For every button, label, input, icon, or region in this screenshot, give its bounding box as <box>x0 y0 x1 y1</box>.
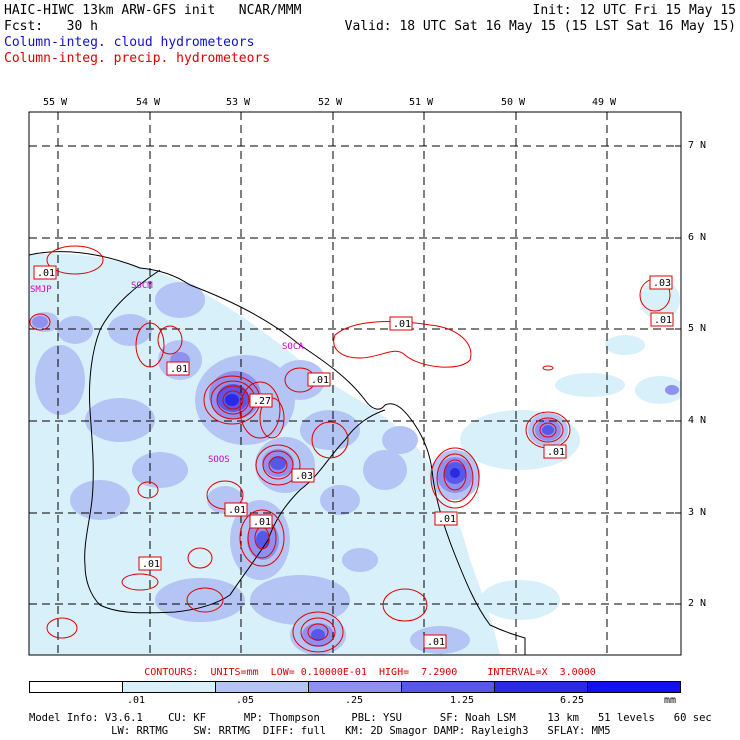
contour-label: .03 <box>649 275 673 290</box>
forecast-hour: Fcst: 30 h <box>4 19 98 34</box>
contour-label: .01 <box>389 316 413 331</box>
lon-label-50w: 50 W <box>501 97 526 108</box>
contour-label: .01 <box>166 361 190 376</box>
precip-contours <box>29 245 671 653</box>
figure-title: HAIC-HIWC 13km ARW-GFS init NCAR/MMM <box>4 3 302 18</box>
lat-label-6n: 6 N <box>688 232 707 243</box>
lat-label-4n: 4 N <box>688 415 707 426</box>
svg-text:.01: .01 <box>170 364 188 375</box>
contour-label: .01 <box>650 312 674 327</box>
lat-label-7n: 7 N <box>688 140 707 151</box>
contour-label: .01 <box>307 372 331 387</box>
colorbar <box>29 681 681 693</box>
colorbar-tick-label: 6.25 <box>560 695 585 706</box>
station-soos: SOOS <box>208 455 230 465</box>
legend-precip-hydrometeors: Column-integ. precip. hydrometeors <box>4 51 271 66</box>
lon-label-49w: 49 W <box>592 97 617 108</box>
contour-label: .01 <box>423 634 447 649</box>
svg-text:.01: .01 <box>253 517 271 528</box>
svg-text:.27: .27 <box>253 396 271 407</box>
colorbar-segment <box>495 682 588 692</box>
svg-text:.03: .03 <box>295 471 313 482</box>
frame-ticks <box>57 112 681 605</box>
lon-label-53w: 53 W <box>226 97 251 108</box>
colorbar-tick-label: .25 <box>345 695 364 706</box>
valid-time: Valid: 18 UTC Sat 16 May 15 (15 LST Sat … <box>344 19 736 34</box>
model-info-line1: Model Info: V3.6.1 CU: KF MP: Thompson P… <box>29 712 712 724</box>
station-smjp: SMJP <box>30 285 52 295</box>
contour-label: .01 <box>224 502 248 517</box>
colorbar-units: mm <box>664 695 677 706</box>
svg-text:.01: .01 <box>393 319 411 330</box>
contour-label: .01 <box>249 514 273 529</box>
model-info-line2: LW: RRTMG SW: RRTMG DIFF: full KM: 2D Sm… <box>29 725 611 737</box>
colorbar-segment <box>588 682 680 692</box>
lon-label-54w: 54 W <box>136 97 161 108</box>
contour-label: .01 <box>543 444 567 459</box>
contour-label: .01 <box>434 511 458 526</box>
station-soca: SOCA <box>282 342 304 352</box>
svg-text:.01: .01 <box>438 514 456 525</box>
contour-labels: .01 .01 .01 .27 .01 .03 .01 .01 .01 .01 … <box>33 265 674 649</box>
lat-label-2n: 2 N <box>688 598 707 609</box>
colorbar-segment <box>402 682 495 692</box>
svg-text:.01: .01 <box>547 447 565 458</box>
colorbar-tick-label: .05 <box>236 695 255 706</box>
svg-text:.01: .01 <box>654 315 672 326</box>
svg-text:.03: .03 <box>653 278 671 289</box>
contour-label: .01 <box>33 265 57 280</box>
station-labels: SMJP SOCA SOOS SOCM <box>30 281 304 465</box>
map-frame <box>28 111 682 656</box>
lon-label-55w: 55 W <box>43 97 68 108</box>
contour-label: .03 <box>291 468 315 483</box>
contours-info: CONTOURS: UNITS=mm LOW= 0.10000E-01 HIGH… <box>144 667 596 678</box>
colorbar-segment <box>123 682 216 692</box>
svg-text:.01: .01 <box>228 505 246 516</box>
legend-cloud-hydrometeors: Column-integ. cloud hydrometeors <box>4 35 255 50</box>
colorbar-segment <box>30 682 123 692</box>
contour-label: .27 <box>249 393 273 408</box>
svg-text:.01: .01 <box>311 375 329 386</box>
colorbar-tick-label: 1.25 <box>450 695 475 706</box>
init-time: Init: 12 UTC Fri 15 May 15 <box>532 3 737 18</box>
lon-label-52w: 52 W <box>318 97 343 108</box>
lat-label-5n: 5 N <box>688 323 707 334</box>
lon-label-51w: 51 W <box>409 97 434 108</box>
svg-text:.01: .01 <box>427 637 445 648</box>
contour-label: .01 <box>138 556 162 571</box>
station-socm: SOCM <box>131 281 153 291</box>
svg-text:.01: .01 <box>142 559 160 570</box>
colorbar-segment <box>216 682 309 692</box>
colorbar-tick-label: .01 <box>127 695 146 706</box>
svg-text:.01: .01 <box>37 268 55 279</box>
colorbar-segment <box>309 682 402 692</box>
latlon-grid <box>29 112 681 655</box>
lat-label-3n: 3 N <box>688 507 707 518</box>
